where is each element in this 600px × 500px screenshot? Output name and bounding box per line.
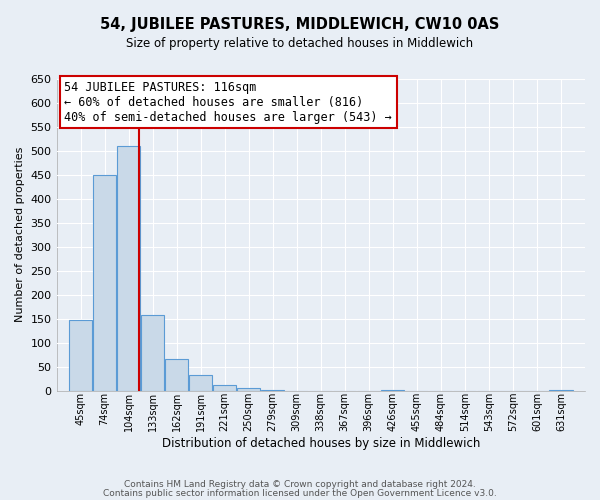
Bar — [117, 146, 140, 390]
Text: Contains public sector information licensed under the Open Government Licence v3: Contains public sector information licen… — [103, 489, 497, 498]
Text: 54, JUBILEE PASTURES, MIDDLEWICH, CW10 0AS: 54, JUBILEE PASTURES, MIDDLEWICH, CW10 0… — [100, 18, 500, 32]
Text: 54 JUBILEE PASTURES: 116sqm
← 60% of detached houses are smaller (816)
40% of se: 54 JUBILEE PASTURES: 116sqm ← 60% of det… — [64, 80, 392, 124]
Bar — [69, 320, 92, 390]
Y-axis label: Number of detached properties: Number of detached properties — [15, 147, 25, 322]
Bar — [189, 375, 212, 390]
Bar — [165, 360, 188, 390]
Bar — [93, 175, 116, 390]
Text: Contains HM Land Registry data © Crown copyright and database right 2024.: Contains HM Land Registry data © Crown c… — [124, 480, 476, 489]
Bar — [213, 386, 236, 390]
Bar — [237, 388, 260, 390]
X-axis label: Distribution of detached houses by size in Middlewich: Distribution of detached houses by size … — [161, 437, 480, 450]
Text: Size of property relative to detached houses in Middlewich: Size of property relative to detached ho… — [127, 38, 473, 51]
Bar — [141, 315, 164, 390]
